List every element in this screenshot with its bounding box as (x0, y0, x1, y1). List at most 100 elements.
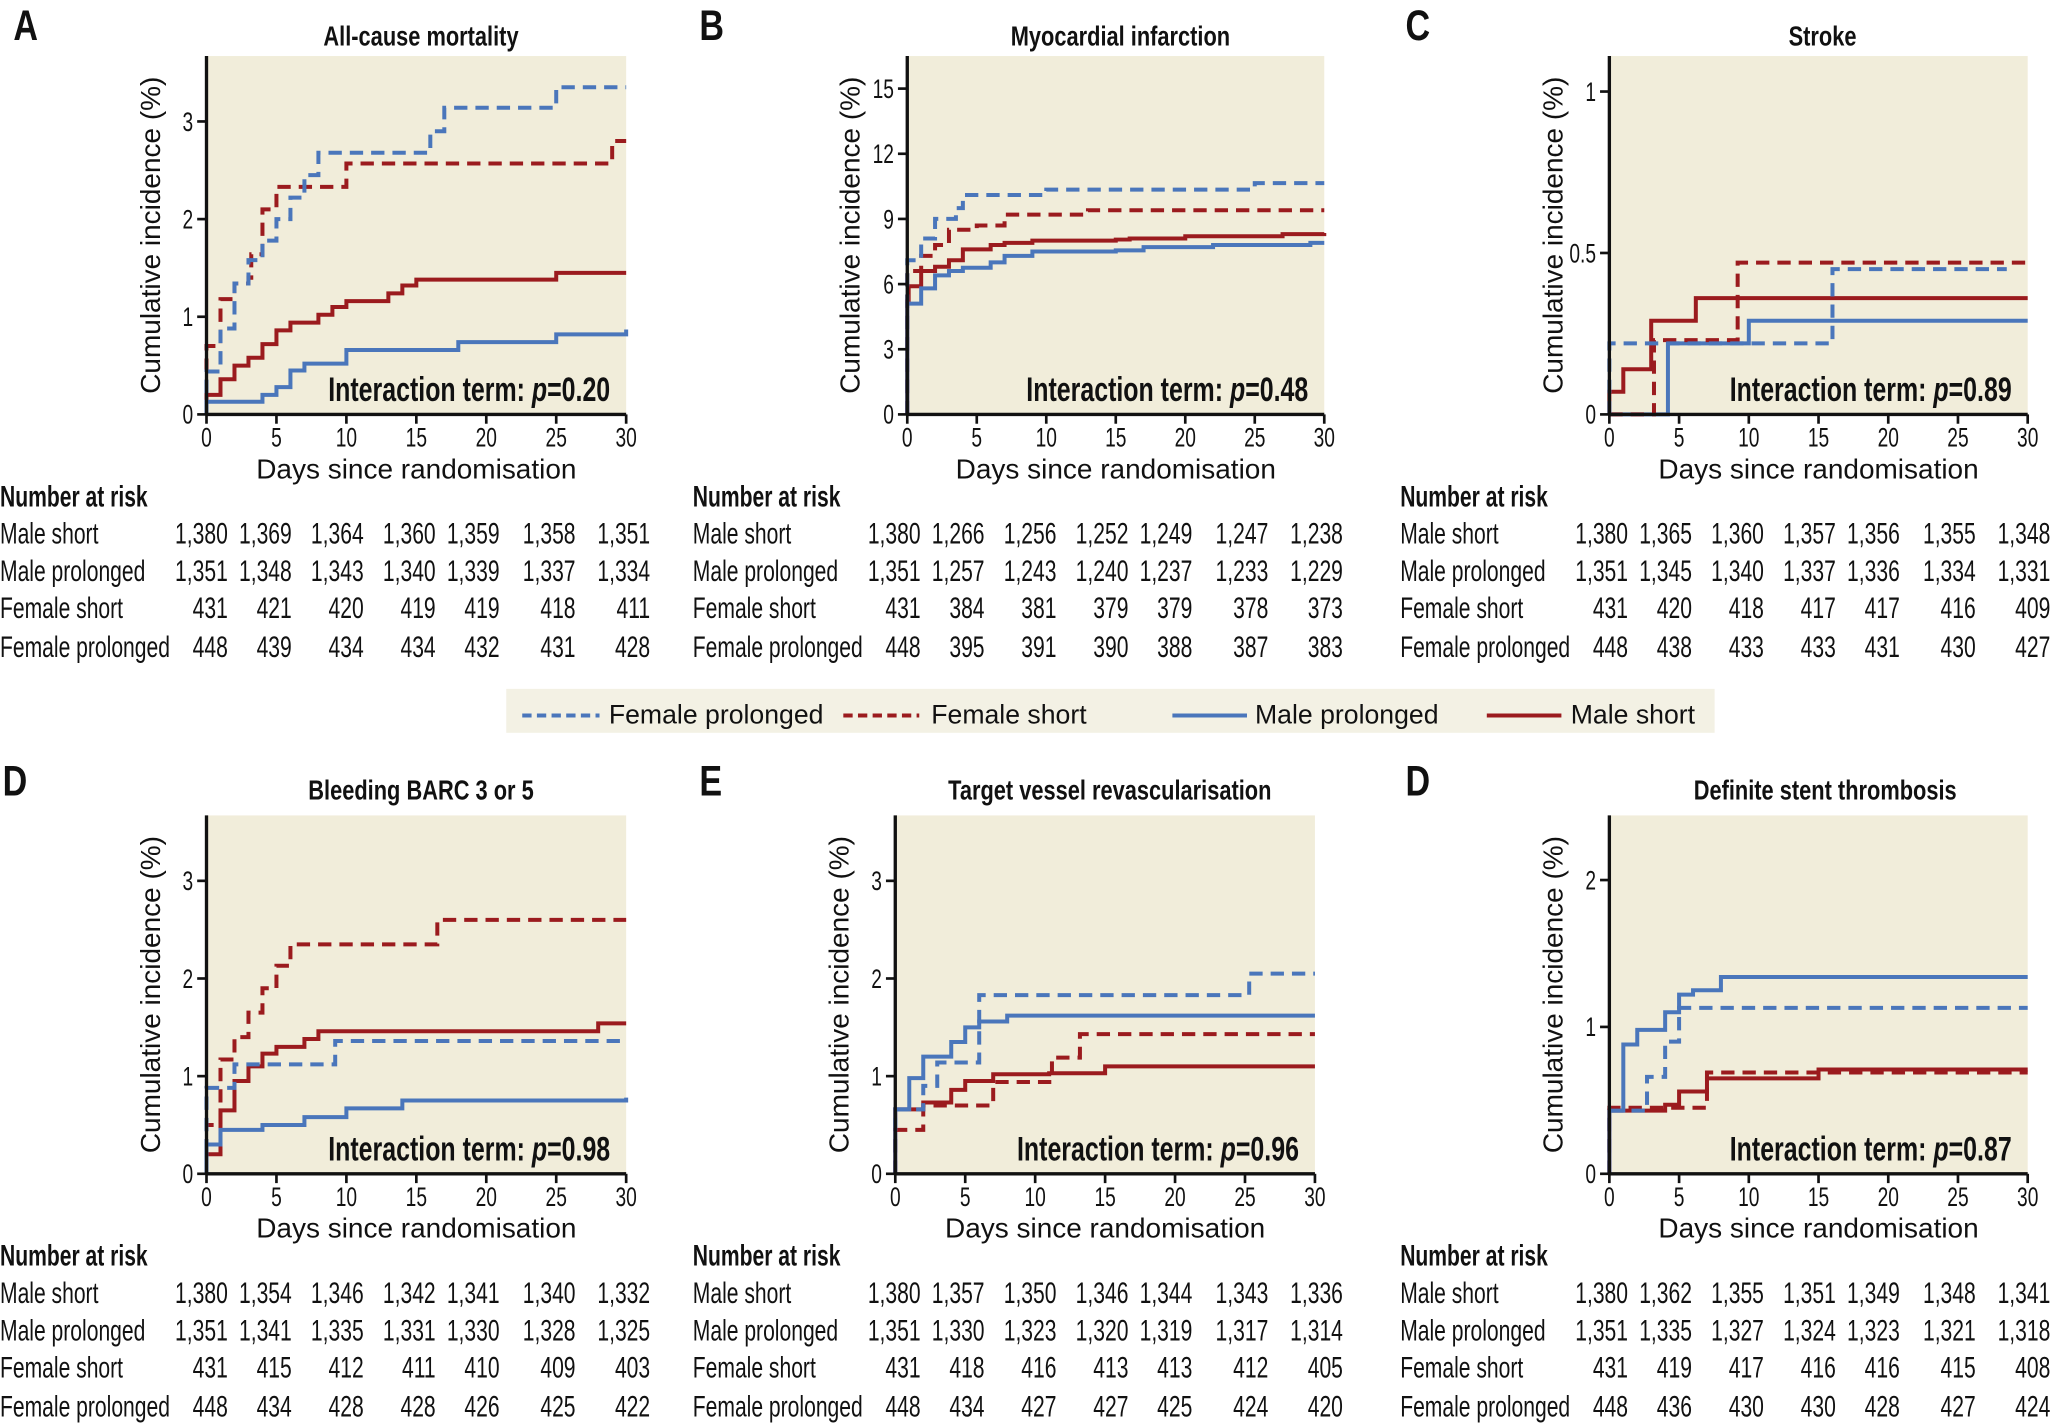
x-tick-label-group: 20 (1878, 422, 1899, 452)
risk-value-group: 1,327 (1711, 1315, 1764, 1347)
risk-table-header: Number at risk (693, 1240, 841, 1272)
legend: Female prolonged Female short Male prolong… (506, 688, 1715, 733)
risk-value: 1,351 (1575, 556, 1628, 588)
p-value: =0.98 (547, 1131, 610, 1169)
x-tick-label: 30 (615, 422, 636, 452)
x-tick-label-group: 10 (1738, 1182, 1759, 1212)
x-tick-label: 20 (476, 422, 497, 452)
risk-row-label: Female prolonged (1400, 1391, 1570, 1423)
panel-letter: D (3, 758, 28, 805)
risk-value: 1,380 (175, 518, 228, 550)
interaction-text: Interaction term: p=0.96 (1017, 1131, 1299, 1169)
risk-value-group: 1,336 (1847, 556, 1900, 588)
panel-letter-group: D (1406, 758, 1431, 805)
risk-value-group: 428 (329, 1391, 364, 1423)
x-tick-label-group: 30 (2017, 422, 2038, 452)
curve-female-short (204, 917, 627, 1174)
interaction-label: Interaction term: (1017, 1131, 1221, 1169)
x-tick-label-group: 10 (336, 422, 357, 452)
x-axis-label-group: Days since randomisation (1658, 453, 1978, 484)
x-tick-label: 5 (271, 1182, 282, 1212)
risk-value: 1,358 (523, 518, 576, 550)
risk-value-group: 1,334 (597, 556, 650, 588)
risk-value: 434 (400, 632, 435, 664)
risk-value: 395 (949, 632, 984, 664)
interaction-label: Interaction term: (1730, 371, 1934, 409)
risk-value: 1,380 (868, 1278, 921, 1310)
x-axis-label: Days since randomisation (945, 1213, 1265, 1244)
risk-value-group: 433 (1801, 632, 1836, 664)
risk-value: 1,331 (383, 1315, 436, 1347)
risk-value: 427 (1093, 1391, 1128, 1423)
x-axis-label-group: Days since randomisation (256, 453, 576, 484)
legend-label-group: Female short (931, 699, 1087, 729)
curve-male-short (905, 232, 1327, 415)
risk-value-group: 1,351 (1575, 1315, 1628, 1347)
x-tick-label: 5 (960, 1182, 971, 1212)
curve-male-short (1607, 296, 2028, 415)
risk-value: 1,335 (1639, 1315, 1692, 1347)
y-tick-label: 0 (1585, 400, 1596, 430)
x-tick-label: 5 (1674, 422, 1685, 452)
risk-value: 1,243 (1004, 556, 1057, 588)
y-tick-label: 3 (871, 866, 882, 896)
panel-letter-group: C (1406, 2, 1431, 49)
risk-value-group: 418 (949, 1352, 984, 1384)
x-tick-label-group: 5 (1674, 422, 1685, 452)
risk-value-group: 1,336 (1290, 1278, 1343, 1310)
risk-value-group: 1,317 (1216, 1315, 1269, 1347)
risk-value-group: 1,351 (1783, 1278, 1836, 1310)
y-tick-label: 0 (183, 1159, 194, 1189)
risk-value: 1,340 (523, 1278, 576, 1310)
risk-value: 1,229 (1290, 556, 1343, 588)
x-tick-label-group: 15 (1808, 1182, 1829, 1212)
x-tick-label-group: 30 (1314, 422, 1335, 452)
risk-value-group: 1,318 (1998, 1315, 2051, 1347)
risk-value: 410 (464, 1352, 499, 1384)
risk-value: 431 (1593, 1352, 1628, 1384)
risk-value: 1,364 (311, 518, 364, 550)
risk-value-group: 388 (1157, 632, 1192, 664)
risk-value: 415 (257, 1352, 292, 1384)
risk-value-group: 425 (1157, 1391, 1192, 1423)
risk-value-group: 1,343 (311, 556, 364, 588)
risk-value-group: 426 (464, 1391, 499, 1423)
risk-value-group: 379 (1093, 593, 1128, 625)
y-axis-label-group: Cumulative incidence (%) (135, 836, 166, 1153)
x-tick-label: 10 (336, 422, 357, 452)
risk-value: 383 (1308, 632, 1343, 664)
x-tick-label: 15 (1094, 1182, 1115, 1212)
risk-value: 373 (1308, 593, 1343, 625)
x-tick-label-group: 20 (1878, 1182, 1899, 1212)
risk-value-group: 1,229 (1290, 556, 1343, 588)
interaction-annotation: Interaction term: p=0.20 (328, 371, 610, 409)
risk-value: 416 (1801, 1352, 1836, 1384)
risk-row-label: Female prolonged (1400, 632, 1570, 664)
curve-male-prolonged (204, 329, 629, 415)
y-tick-label-group: 2 (183, 204, 194, 234)
risk-value: 431 (885, 593, 920, 625)
risk-value-group: 1,348 (1923, 1278, 1976, 1310)
risk-value: 1,318 (1998, 1315, 2051, 1347)
risk-value: 1,355 (1711, 1278, 1764, 1310)
risk-value-group: 1,266 (932, 518, 985, 550)
risk-value: 1,341 (239, 1315, 292, 1347)
risk-value: 416 (1865, 1352, 1900, 1384)
x-tick-label: 20 (1878, 1182, 1899, 1212)
risk-value: 1,341 (1998, 1278, 2051, 1310)
curve-male-prolonged (1607, 974, 2028, 1174)
risk-value: 431 (1865, 632, 1900, 664)
risk-value: 1,356 (1847, 518, 1900, 550)
y-tick-label-group: 1 (183, 302, 194, 332)
risk-value: 1,348 (239, 556, 292, 588)
risk-value: 411 (617, 593, 651, 625)
risk-value: 1,340 (1711, 556, 1764, 588)
panel-title-group: Bleeding BARC 3 or 5 (308, 775, 533, 806)
risk-value: 1,354 (239, 1278, 292, 1310)
curve-male-prolonged (905, 240, 1325, 415)
risk-value-group: 373 (1308, 593, 1343, 625)
x-tick-label-group: 20 (1175, 422, 1196, 452)
curve-male-prolonged (204, 1097, 629, 1174)
risk-row-label: Male short (0, 518, 98, 550)
